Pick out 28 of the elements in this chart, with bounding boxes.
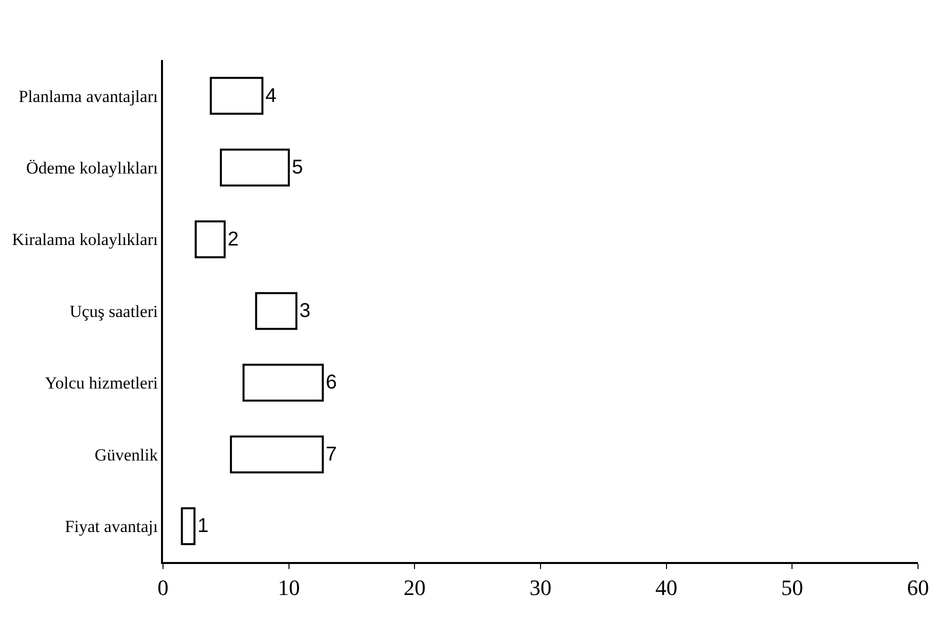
x-tick-label: 0	[158, 575, 168, 600]
data-label: 1	[197, 515, 209, 538]
x-tick-label: 60	[907, 575, 929, 600]
y-tick-label: Güvenlik	[94, 445, 158, 464]
data-label: 5	[292, 156, 303, 179]
x-tick-label: 50	[781, 575, 804, 600]
bar	[180, 507, 196, 546]
y-tick-label: Yolcu hizmetleri	[44, 374, 158, 393]
y-tick-label: Ödeme kolaylıkları	[26, 158, 158, 178]
x-tick-label: 40	[655, 575, 678, 600]
bar	[220, 148, 290, 186]
x-tick-label: 10	[278, 575, 300, 600]
bar	[242, 364, 324, 402]
bar	[194, 220, 226, 258]
data-label: 7	[326, 443, 337, 466]
x-tick-label: 30	[530, 575, 552, 600]
bar	[210, 76, 264, 115]
data-label: 2	[228, 228, 239, 250]
y-tick-label: Uçuş saatleri	[70, 302, 158, 321]
bar	[255, 292, 298, 330]
data-label: 3	[299, 300, 311, 322]
bar	[230, 436, 324, 474]
data-label: 6	[326, 372, 337, 394]
y-tick-label: Planlama avantajları	[18, 86, 158, 106]
y-tick-label: Fiyat avantajı	[64, 517, 158, 536]
x-tick-label: 20	[404, 575, 426, 600]
y-tick-label: Kiralama kolaylıkları	[12, 230, 158, 250]
data-label: 4	[265, 84, 277, 107]
